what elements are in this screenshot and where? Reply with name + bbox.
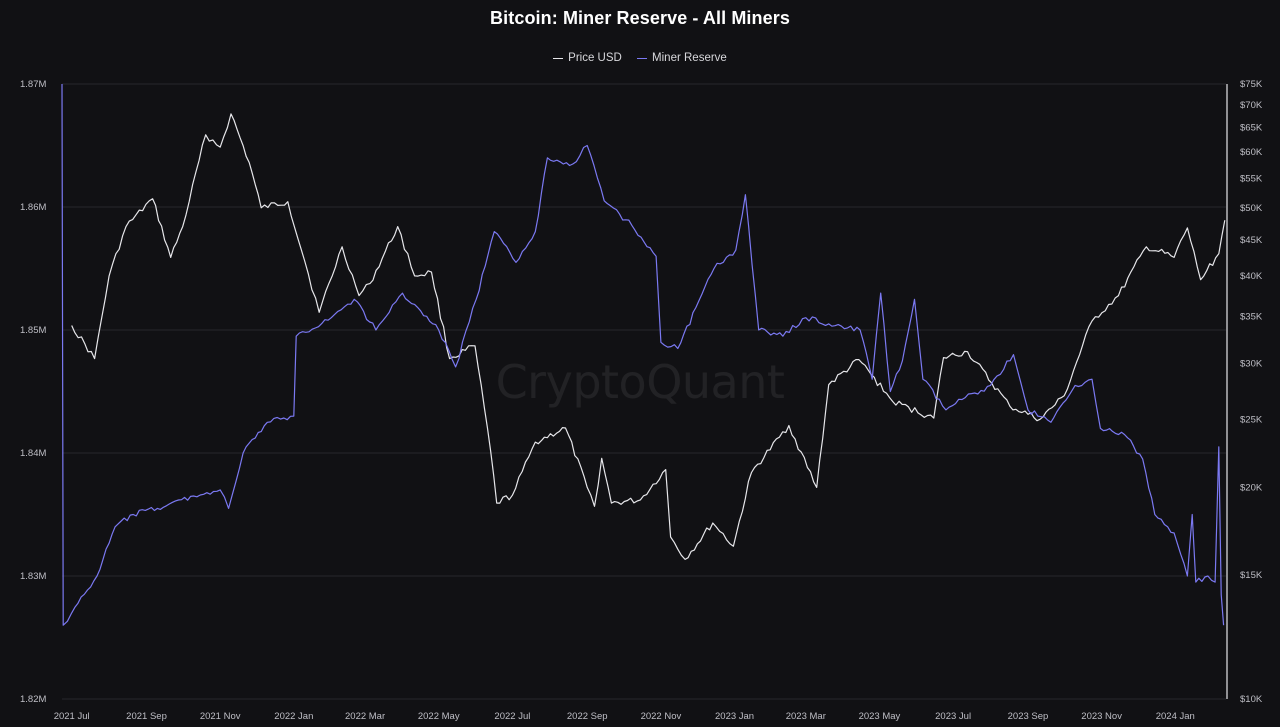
x-tick-label: 2021 Sep xyxy=(126,711,167,722)
right-tick-label: $25K xyxy=(1240,414,1263,425)
right-tick-label: $55K xyxy=(1240,174,1263,185)
x-tick-label: 2024 Jan xyxy=(1156,711,1195,722)
legend-swatch-miner-reserve xyxy=(637,57,648,59)
grid-lines xyxy=(62,83,1226,700)
legend-item-price[interactable]: Price USD xyxy=(553,52,622,64)
x-tick-label: 2022 Jan xyxy=(274,711,313,722)
right-tick-label: $15K xyxy=(1240,570,1263,581)
x-tick-label: 2022 Mar xyxy=(345,711,385,722)
x-tick-label: 2022 Nov xyxy=(641,711,682,722)
legend-label-price: Price USD xyxy=(568,52,622,65)
legend-label-miner-reserve: Miner Reserve xyxy=(652,52,727,65)
x-axis: 2021 Jul 2021 Sep 2021 Nov 2022 Jan 2022 Mar… xyxy=(54,711,1195,722)
legend-item-miner-reserve[interactable]: Miner Reserve xyxy=(637,52,727,64)
right-tick-label: $65K xyxy=(1240,123,1263,134)
x-tick-label: 2021 Nov xyxy=(200,711,241,722)
left-tick-label: 1.85M xyxy=(20,325,46,336)
left-tick-label: 1.83M xyxy=(20,571,46,582)
left-tick-label: 1.86M xyxy=(20,202,46,213)
left-tick-label: 1.84M xyxy=(20,448,46,459)
x-tick-label: 2023 Nov xyxy=(1081,711,1122,722)
right-tick-label: $45K xyxy=(1240,235,1263,246)
x-tick-label: 2023 Jul xyxy=(935,711,971,722)
x-tick-label: 2023 Mar xyxy=(786,711,826,722)
left-tick-label: 1.87M xyxy=(20,79,46,90)
right-tick-label: $30K xyxy=(1240,359,1263,370)
right-tick-label: $20K xyxy=(1240,482,1263,493)
left-axis: 1.82M 1.83M 1.84M 1.85M 1.86M 1.87M xyxy=(20,79,46,705)
chart-title: Bitcoin: Miner Reserve - All Miners xyxy=(490,8,790,28)
right-tick-label: $50K xyxy=(1240,203,1263,214)
chart-legend: Price USD Miner Reserve xyxy=(0,50,1280,64)
x-tick-label: 2022 Sep xyxy=(567,711,608,722)
x-tick-label: 2023 Sep xyxy=(1008,711,1049,722)
right-tick-label: $70K xyxy=(1240,100,1263,111)
left-tick-label: 1.82M xyxy=(20,694,46,705)
right-tick-label: $75K xyxy=(1240,79,1263,90)
x-tick-label: 2023 Jan xyxy=(715,711,754,722)
right-axis: $10K $15K $20K $25K $30K $35K $40K $45K $50K $55K… xyxy=(1226,79,1263,705)
right-tick-label: $35K xyxy=(1240,312,1263,323)
right-tick-label: $60K xyxy=(1240,147,1263,158)
right-tick-label: $40K xyxy=(1240,271,1263,282)
x-tick-label: 2022 May xyxy=(418,711,460,722)
x-tick-label: 2022 Jul xyxy=(494,711,530,722)
price-usd-line xyxy=(71,113,1226,560)
legend-swatch-price xyxy=(553,57,564,59)
x-tick-label: 2021 Jul xyxy=(54,711,90,722)
series-lines xyxy=(61,83,1226,626)
right-tick-label: $10K xyxy=(1240,694,1263,705)
x-tick-label: 2023 May xyxy=(859,711,901,722)
miner-reserve-line xyxy=(61,83,1225,626)
